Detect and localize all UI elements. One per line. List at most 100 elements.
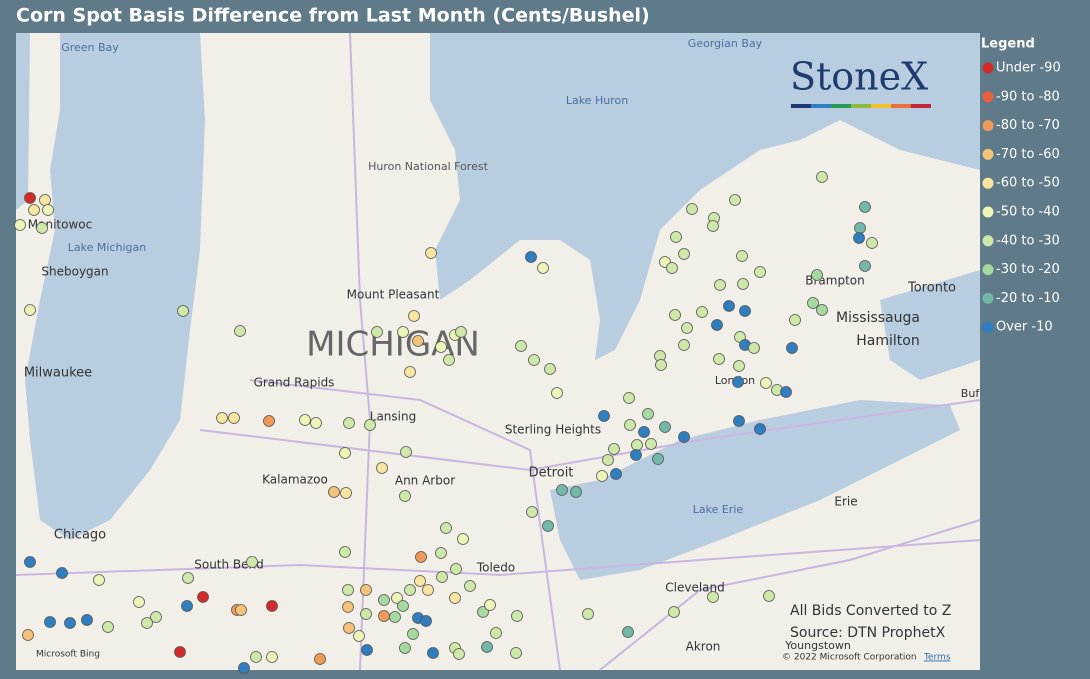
bid-location [668, 606, 680, 618]
bid-location [681, 322, 693, 334]
bid-location [64, 617, 76, 629]
bid-location [733, 415, 745, 427]
bid-location [714, 279, 726, 291]
bid-location [453, 648, 465, 660]
place-label: Youngstown [784, 639, 851, 652]
bid-location [342, 584, 354, 596]
bid-location [622, 626, 634, 638]
bid-location [652, 453, 664, 465]
bid-location [457, 533, 469, 545]
bid-location [81, 614, 93, 626]
bid-location [537, 262, 549, 274]
bid-location [610, 468, 622, 480]
bid-location [737, 278, 749, 290]
logo-bar [791, 104, 931, 108]
bid-location [93, 574, 105, 586]
bid-location [263, 415, 275, 427]
legend-label: -80 to -70 [996, 118, 1060, 133]
bid-location [739, 305, 751, 317]
bid-location [655, 359, 667, 371]
bid-location [816, 171, 828, 183]
place-label: Toledo [476, 561, 515, 575]
bid-location [602, 454, 614, 466]
bid-location [807, 297, 819, 309]
bid-location [707, 220, 719, 232]
bid-location [631, 439, 643, 451]
legend-swatch [982, 235, 994, 247]
bid-location [328, 486, 340, 498]
bid-location [748, 342, 760, 354]
bid-location [608, 443, 620, 455]
bing-logo: Microsoft Bing [36, 650, 100, 660]
bid-location [235, 604, 247, 616]
bid-location [449, 592, 461, 604]
place-label: Sheboygan [41, 265, 108, 279]
bid-location [343, 417, 355, 429]
bid-location [526, 506, 538, 518]
bid-location [484, 599, 496, 611]
bid-location [816, 304, 828, 316]
bid-location [436, 571, 448, 583]
place-label: Green Bay [61, 41, 119, 54]
logo: StoneX [790, 55, 928, 99]
bid-location [246, 556, 258, 568]
legend-label: -90 to -80 [996, 89, 1060, 104]
legend-label: Over -10 [996, 320, 1053, 335]
bid-location [733, 360, 745, 372]
place-label: Hamilton [856, 333, 919, 349]
bid-location [732, 376, 744, 388]
place-label: Akron [686, 640, 721, 654]
place-label: Sterling Heights [505, 423, 601, 437]
place-label: Detroit [529, 466, 574, 481]
place-label: Mississauga [836, 310, 920, 326]
legend-label: -40 to -30 [996, 233, 1060, 248]
bid-location [36, 222, 48, 234]
bid-location [197, 591, 209, 603]
place-label: Toronto [907, 281, 956, 296]
bid-location [866, 237, 878, 249]
legend-label: -50 to -40 [996, 205, 1060, 220]
bid-location [754, 266, 766, 278]
bid-location [859, 201, 871, 213]
bid-location [181, 600, 193, 612]
place-label: Cleveland [665, 581, 725, 595]
copyright: © 2022 Microsoft Corporation [782, 653, 917, 663]
bid-location [696, 306, 708, 318]
bid-location [371, 326, 383, 338]
bid-location [780, 386, 792, 398]
bid-location [624, 419, 636, 431]
legend-swatch [982, 292, 994, 304]
legend-swatch [982, 177, 994, 189]
bid-location [314, 653, 326, 665]
bid-location [415, 551, 427, 563]
bid-location [477, 606, 489, 618]
bid-location [360, 584, 372, 596]
bid-location [707, 591, 719, 603]
bid-location [425, 247, 437, 259]
bid-location [353, 630, 365, 642]
bid-location [378, 610, 390, 622]
bid-location [266, 651, 278, 663]
bid-location [455, 326, 467, 338]
legend-label: -70 to -60 [996, 147, 1060, 162]
place-label: Georgian Bay [688, 37, 763, 50]
bid-location [542, 520, 554, 532]
place-label: Lake Huron [566, 94, 628, 107]
bid-location [342, 601, 354, 613]
bid-location [598, 410, 610, 422]
place-label: Lake Erie [693, 503, 744, 516]
title: Corn Spot Basis Difference from Last Mon… [16, 5, 650, 27]
bid-location [340, 487, 352, 499]
bid-location [551, 387, 563, 399]
bid-location [266, 600, 278, 612]
bid-location [407, 628, 419, 640]
bid-location [408, 310, 420, 322]
bid-location [729, 194, 741, 206]
bid-location [481, 641, 493, 653]
terms-link[interactable]: Terms [923, 653, 951, 663]
bid-location [24, 556, 36, 568]
bid-location [754, 423, 766, 435]
bid-location [28, 204, 40, 216]
legend-swatch [982, 206, 994, 218]
